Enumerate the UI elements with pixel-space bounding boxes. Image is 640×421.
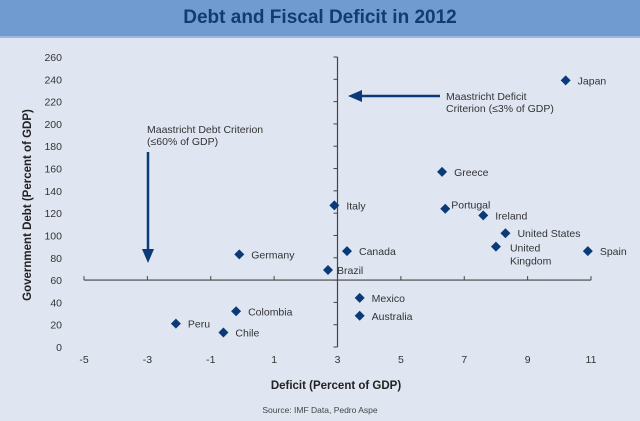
diamond-marker-icon: [354, 310, 365, 321]
y-tick-label: 160: [44, 164, 62, 176]
point-label: Portugal: [451, 200, 490, 212]
x-tick-label: -5: [79, 354, 88, 366]
diamond-marker-icon: [322, 265, 333, 276]
y-tick-label: 100: [44, 230, 62, 242]
data-point-chile: Chile: [218, 327, 260, 340]
diamond-marker-icon: [490, 241, 501, 252]
axes: -5 -3 -1 1 3 5 7 9 11 0 20 40 60 80 100 120 140 160 180 200…: [44, 52, 596, 366]
point-label: Brazil: [337, 265, 363, 277]
data-point-germany: Germany: [234, 249, 295, 261]
data-point-canada: Canada: [342, 246, 396, 258]
x-tick-label: 11: [586, 354, 597, 366]
data-point-peru: Peru: [170, 318, 210, 331]
y-tick-label: 60: [50, 275, 62, 287]
point-label: United States: [517, 228, 580, 240]
diamond-marker-icon: [218, 327, 229, 338]
debt-criterion-annotation: (≤60% of GDP): [147, 136, 218, 148]
data-point-mexico: Mexico: [354, 292, 405, 305]
point-label: Greece: [454, 167, 489, 179]
data-point-spain: Spain: [582, 246, 627, 258]
y-tick-label: 40: [50, 297, 62, 309]
chart-title: Debt and Fiscal Deficit in 2012: [183, 7, 457, 28]
point-label: Ireland: [495, 210, 527, 222]
data-points: Japan Greece Italy Portugal Ireland United St…: [170, 75, 627, 340]
y-tick-label: 260: [44, 52, 62, 64]
point-label: Japan: [578, 75, 607, 87]
x-tick-label: -1: [206, 354, 215, 366]
y-tick-label: 140: [44, 186, 62, 198]
diamond-marker-icon: [342, 246, 353, 257]
diamond-marker-icon: [500, 228, 511, 239]
x-tick-label: 1: [271, 354, 277, 366]
x-tick-label: 5: [398, 354, 404, 366]
point-label: Italy: [346, 200, 366, 212]
x-tick-label: 3: [335, 354, 341, 366]
diamond-marker-icon: [437, 166, 448, 177]
point-label: Germany: [251, 249, 295, 261]
diamond-marker-icon: [560, 75, 571, 86]
point-label: Peru: [188, 319, 210, 331]
y-tick-label: 0: [56, 342, 62, 354]
y-tick-label: 220: [44, 97, 62, 109]
point-label: Colombia: [248, 306, 293, 318]
y-tick-label: 240: [44, 74, 62, 86]
deficit-criterion-annotation: Criterion (≤3% of GDP): [446, 103, 554, 115]
diamond-marker-icon: [354, 292, 365, 303]
debt-criterion-annotation: Maastricht Debt Criterion: [147, 124, 263, 136]
data-point-ireland: Ireland: [478, 210, 528, 222]
diamond-marker-icon: [582, 246, 593, 257]
y-tick-label: 200: [44, 119, 62, 131]
data-point-portugal: Portugal: [440, 200, 490, 214]
y-tick-label: 20: [50, 320, 62, 332]
y-tick-label: 180: [44, 141, 62, 153]
y-axis-label: Government Debt (Percent of GDP): [22, 109, 34, 301]
data-point-greece: Greece: [437, 166, 489, 179]
x-tick-label: -3: [143, 354, 152, 366]
data-point-united-states: United States: [500, 228, 580, 240]
point-label: Kingdom: [510, 256, 552, 268]
data-point-australia: Australia: [354, 310, 413, 323]
deficit-criterion-annotation: Maastricht Deficit: [446, 91, 527, 103]
diamond-marker-icon: [329, 200, 340, 211]
y-tick-label: 120: [44, 208, 62, 220]
chart-header: Debt and Fiscal Deficit in 2012: [0, 0, 640, 38]
point-label: Australia: [372, 311, 413, 323]
diamond-marker-icon: [234, 249, 245, 260]
deficit-criterion-arrowhead-icon: [348, 90, 362, 102]
data-point-japan: Japan: [560, 75, 607, 87]
x-tick-label: 7: [461, 354, 467, 366]
data-point-brazil: Brazil: [322, 265, 363, 277]
x-tick-label: 9: [525, 354, 531, 366]
point-label: Chile: [235, 328, 259, 340]
source-note: Source: IMF Data, Pedro Aspe: [262, 405, 378, 415]
diamond-marker-icon: [231, 306, 242, 317]
data-point-italy: Italy: [329, 200, 366, 212]
point-label: Mexico: [372, 293, 405, 305]
data-point-colombia: Colombia: [231, 306, 293, 318]
x-axis-label: Deficit (Percent of GDP): [271, 380, 402, 392]
y-tick-label: 80: [50, 253, 62, 265]
diamond-marker-icon: [170, 318, 181, 329]
diamond-marker-icon: [440, 203, 451, 214]
point-label: Canada: [359, 246, 396, 258]
diamond-marker-icon: [478, 210, 489, 221]
point-label: Spain: [600, 246, 627, 258]
debt-criterion-arrowhead-icon: [142, 249, 154, 263]
point-label: United: [510, 243, 541, 255]
